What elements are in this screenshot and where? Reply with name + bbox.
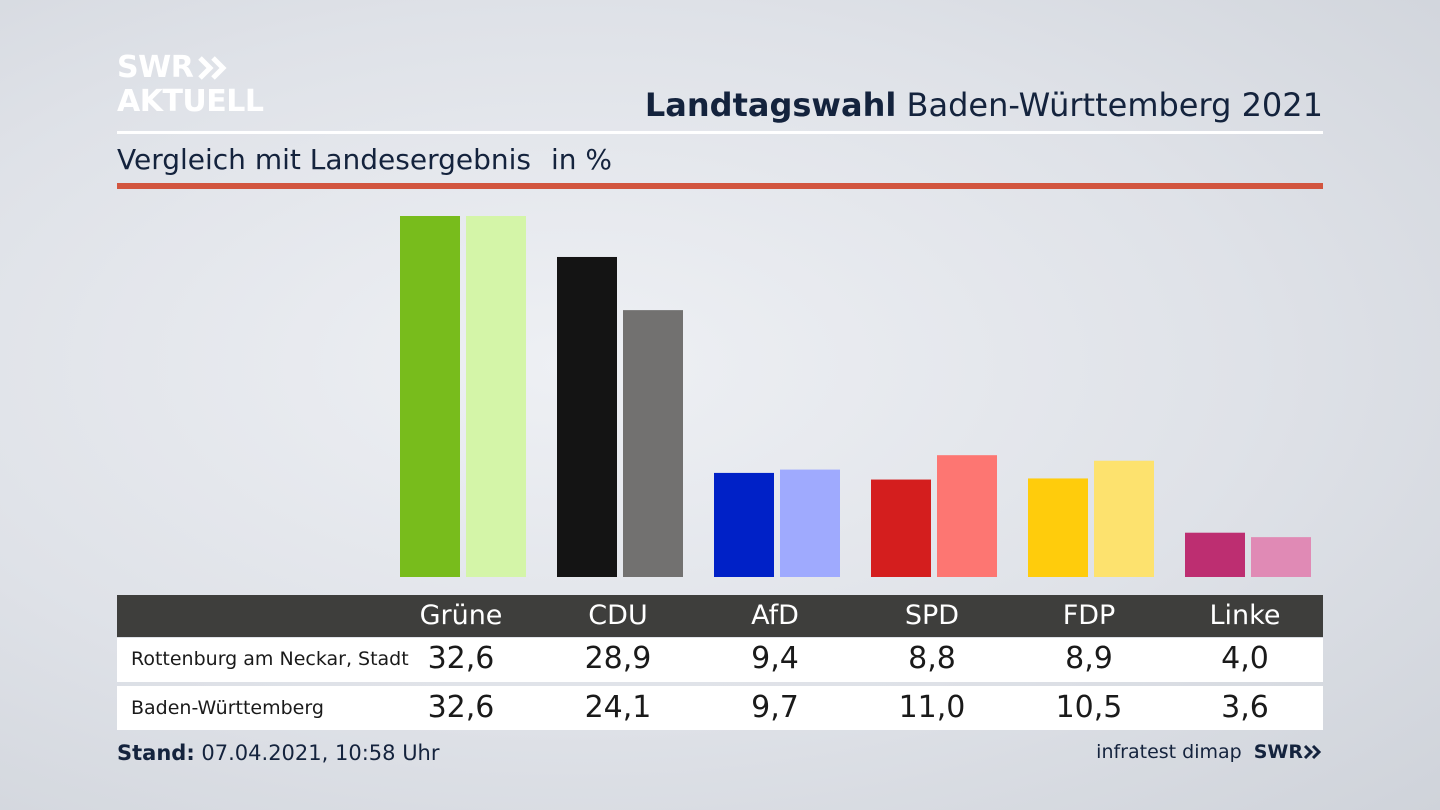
table-cell: 32,6	[427, 641, 495, 676]
accent-divider	[117, 183, 1323, 189]
table-cell: 4,0	[1221, 641, 1269, 676]
stand-value: 07.04.2021, 10:58 Uhr	[201, 741, 440, 765]
bar-spd-local	[871, 479, 931, 577]
title-divider	[117, 131, 1323, 134]
table-cell: 28,9	[584, 641, 652, 676]
double-chevron-right-icon	[1303, 744, 1322, 760]
bar-afd-state	[780, 469, 840, 577]
source-text: infratest dimap	[1096, 741, 1242, 763]
column-header-linke: Linke	[1209, 600, 1281, 631]
bar-cdu-local	[557, 256, 617, 577]
bar-gruene-state	[466, 216, 526, 577]
source-credit: infratest dimap SWR	[1096, 741, 1323, 763]
bar-fdp-local	[1028, 478, 1088, 577]
logo-aktuell-text: AKTUELL	[117, 84, 264, 119]
column-header-spd: SPD	[904, 600, 960, 631]
logo-swr-text: SWR	[117, 50, 194, 85]
swr-mini-logo: SWR	[1254, 741, 1323, 763]
column-header-cdu: CDU	[588, 600, 648, 631]
table-cell: 8,8	[908, 641, 956, 676]
table-cell: 8,9	[1065, 641, 1113, 676]
table-row	[117, 686, 1323, 730]
bar-spd-state	[937, 455, 997, 577]
row-label-local: Rottenburg am Neckar, Stadt	[131, 648, 409, 670]
swr-mini-text: SWR	[1253, 741, 1303, 763]
table-cell: 9,7	[751, 690, 799, 725]
timestamp: Stand: 07.04.2021, 10:58 Uhr	[117, 741, 440, 765]
column-header-fdp: FDP	[1062, 600, 1116, 631]
column-header-gruene: Grüne	[419, 600, 503, 631]
bar-chart	[400, 216, 1311, 577]
double-chevron-right-icon	[198, 56, 227, 80]
table-cell: 3,6	[1221, 690, 1269, 725]
table-cell: 24,1	[584, 690, 652, 725]
row-label-state: Baden-Württemberg	[131, 697, 324, 719]
title-rest: Baden-Württemberg 2021	[906, 86, 1324, 124]
stand-label: Stand:	[117, 741, 195, 765]
bar-fdp-state	[1094, 460, 1154, 577]
table-header	[117, 595, 1323, 637]
table-cell: 10,5	[1055, 690, 1123, 725]
bar-afd-local	[714, 472, 774, 577]
title-bold: Landtagswahl	[644, 86, 897, 124]
unit-label: in %	[550, 143, 613, 176]
bar-linke-state	[1251, 537, 1311, 577]
page-title: Landtagswahl Baden-Württemberg 2021	[645, 86, 1323, 124]
swr-aktuell-logo: SWR AKTUELL	[117, 53, 264, 117]
bar-cdu-state	[623, 310, 683, 577]
bar-linke-local	[1185, 532, 1245, 577]
subtitle-text: Vergleich mit Landesergebnis	[117, 143, 531, 176]
table-cell: 11,0	[898, 690, 966, 725]
chart-subtitle: Vergleich mit Landesergebnis in %	[117, 143, 612, 176]
table-cell: 32,6	[427, 690, 495, 725]
table-cell: 9,4	[751, 641, 799, 676]
column-header-afd: AfD	[751, 600, 799, 631]
bar-gruene-local	[400, 216, 460, 577]
table-row	[117, 638, 1323, 682]
